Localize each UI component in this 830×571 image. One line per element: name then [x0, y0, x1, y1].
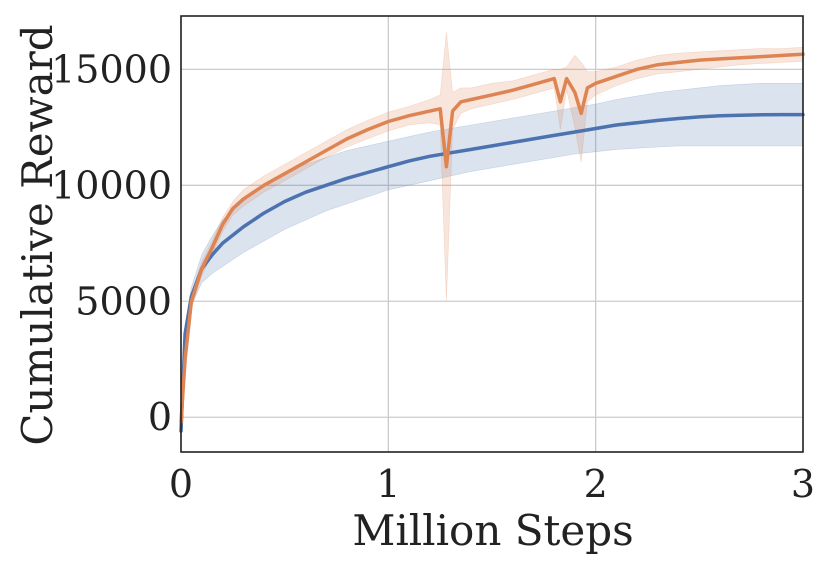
y-axis-label: Cumulative Reward	[13, 24, 62, 445]
series-2-line	[179, 52, 805, 424]
x-axis-label: Million Steps	[352, 506, 633, 555]
series-1-band	[180, 83, 804, 432]
series-1-line	[179, 112, 805, 433]
x-tick-label: 3	[791, 462, 815, 506]
y-tick-label: 5000	[75, 279, 172, 323]
x-tick-label: 0	[169, 462, 193, 506]
series-lines	[179, 52, 805, 433]
plot-frame	[180, 15, 804, 453]
y-tick-label: 10000	[51, 163, 172, 207]
confidence-bands	[180, 32, 804, 432]
x-tick-label: 1	[376, 462, 400, 506]
y-tick-label: 0	[148, 395, 172, 439]
x-tick-label: 2	[584, 462, 608, 506]
x-tick-labels: 0 1 2 3	[169, 462, 815, 506]
y-tick-labels: 0 5000 10000 15000	[51, 47, 172, 439]
y-tick-label: 15000	[51, 47, 172, 91]
